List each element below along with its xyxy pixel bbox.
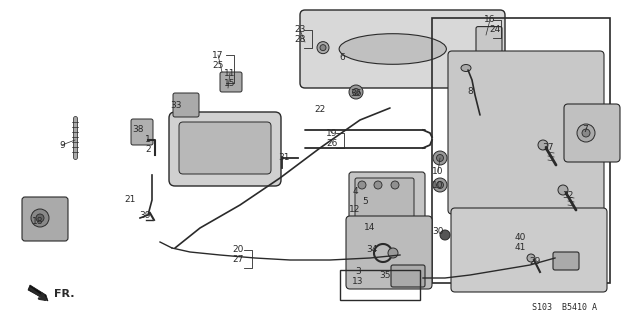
Text: 41: 41 xyxy=(515,244,525,252)
Circle shape xyxy=(349,85,363,99)
Text: 22: 22 xyxy=(314,106,326,115)
Text: 19: 19 xyxy=(326,129,338,138)
Circle shape xyxy=(527,254,535,262)
Text: 37: 37 xyxy=(542,143,554,153)
Text: 5: 5 xyxy=(362,197,368,206)
Circle shape xyxy=(31,209,49,227)
Text: 28: 28 xyxy=(294,36,306,44)
Text: 34: 34 xyxy=(366,245,378,254)
Circle shape xyxy=(582,129,590,137)
Text: 9: 9 xyxy=(59,140,65,149)
Text: 8: 8 xyxy=(467,87,473,97)
Circle shape xyxy=(317,42,329,54)
Circle shape xyxy=(388,248,398,258)
Text: 32: 32 xyxy=(563,190,573,199)
Circle shape xyxy=(440,230,450,240)
Text: 23: 23 xyxy=(294,26,306,35)
Text: 33: 33 xyxy=(170,100,182,109)
Text: 27: 27 xyxy=(232,255,244,265)
Text: 26: 26 xyxy=(326,139,338,148)
Text: 38: 38 xyxy=(132,125,144,134)
Text: 17: 17 xyxy=(212,51,224,60)
Text: 14: 14 xyxy=(364,223,376,233)
FancyBboxPatch shape xyxy=(476,27,502,68)
Circle shape xyxy=(36,214,44,222)
Text: 36: 36 xyxy=(350,89,362,98)
Ellipse shape xyxy=(461,65,471,71)
FancyBboxPatch shape xyxy=(169,112,281,186)
Text: 3: 3 xyxy=(355,268,361,276)
Text: 24: 24 xyxy=(490,26,500,35)
Text: 16: 16 xyxy=(484,15,496,25)
FancyBboxPatch shape xyxy=(553,252,579,270)
Circle shape xyxy=(433,178,447,192)
FancyBboxPatch shape xyxy=(349,172,425,253)
Circle shape xyxy=(391,181,399,189)
Text: 30: 30 xyxy=(432,228,444,236)
Text: 10: 10 xyxy=(432,167,444,177)
Text: 40: 40 xyxy=(515,234,525,243)
Text: 18: 18 xyxy=(32,218,44,227)
Text: 7: 7 xyxy=(582,125,588,134)
Text: S103  B5410 A: S103 B5410 A xyxy=(532,303,598,313)
FancyBboxPatch shape xyxy=(355,178,414,222)
Circle shape xyxy=(433,151,447,165)
Circle shape xyxy=(320,44,326,51)
Text: 20: 20 xyxy=(232,245,244,254)
FancyBboxPatch shape xyxy=(346,216,432,289)
FancyBboxPatch shape xyxy=(22,197,68,241)
Polygon shape xyxy=(28,285,48,301)
Text: 6: 6 xyxy=(339,52,345,61)
Circle shape xyxy=(374,181,382,189)
Text: 31: 31 xyxy=(278,154,290,163)
Text: 29: 29 xyxy=(529,258,541,267)
Text: FR.: FR. xyxy=(54,289,74,299)
FancyBboxPatch shape xyxy=(448,51,604,214)
Bar xyxy=(340,270,420,300)
Text: 1: 1 xyxy=(145,135,151,145)
Circle shape xyxy=(538,140,548,150)
FancyBboxPatch shape xyxy=(391,265,425,287)
Text: 15: 15 xyxy=(224,78,236,87)
Text: 11: 11 xyxy=(224,68,236,77)
Text: 10: 10 xyxy=(432,180,444,189)
FancyBboxPatch shape xyxy=(300,10,505,88)
FancyBboxPatch shape xyxy=(173,93,199,117)
FancyBboxPatch shape xyxy=(451,208,607,292)
FancyBboxPatch shape xyxy=(179,122,271,174)
Circle shape xyxy=(558,185,568,195)
FancyBboxPatch shape xyxy=(564,104,620,162)
Circle shape xyxy=(353,89,360,95)
Circle shape xyxy=(436,155,444,162)
Text: 39: 39 xyxy=(140,211,151,220)
FancyBboxPatch shape xyxy=(131,119,153,145)
FancyBboxPatch shape xyxy=(220,72,242,92)
Text: 4: 4 xyxy=(352,188,358,196)
Text: 21: 21 xyxy=(124,196,136,204)
Circle shape xyxy=(436,181,444,188)
Bar xyxy=(432,18,610,283)
Text: 25: 25 xyxy=(212,60,224,69)
Text: 2: 2 xyxy=(145,146,151,155)
Text: 12: 12 xyxy=(349,205,361,214)
Circle shape xyxy=(358,181,366,189)
Circle shape xyxy=(577,124,595,142)
Text: 13: 13 xyxy=(352,277,364,286)
Text: 35: 35 xyxy=(380,270,391,279)
Ellipse shape xyxy=(339,34,446,64)
